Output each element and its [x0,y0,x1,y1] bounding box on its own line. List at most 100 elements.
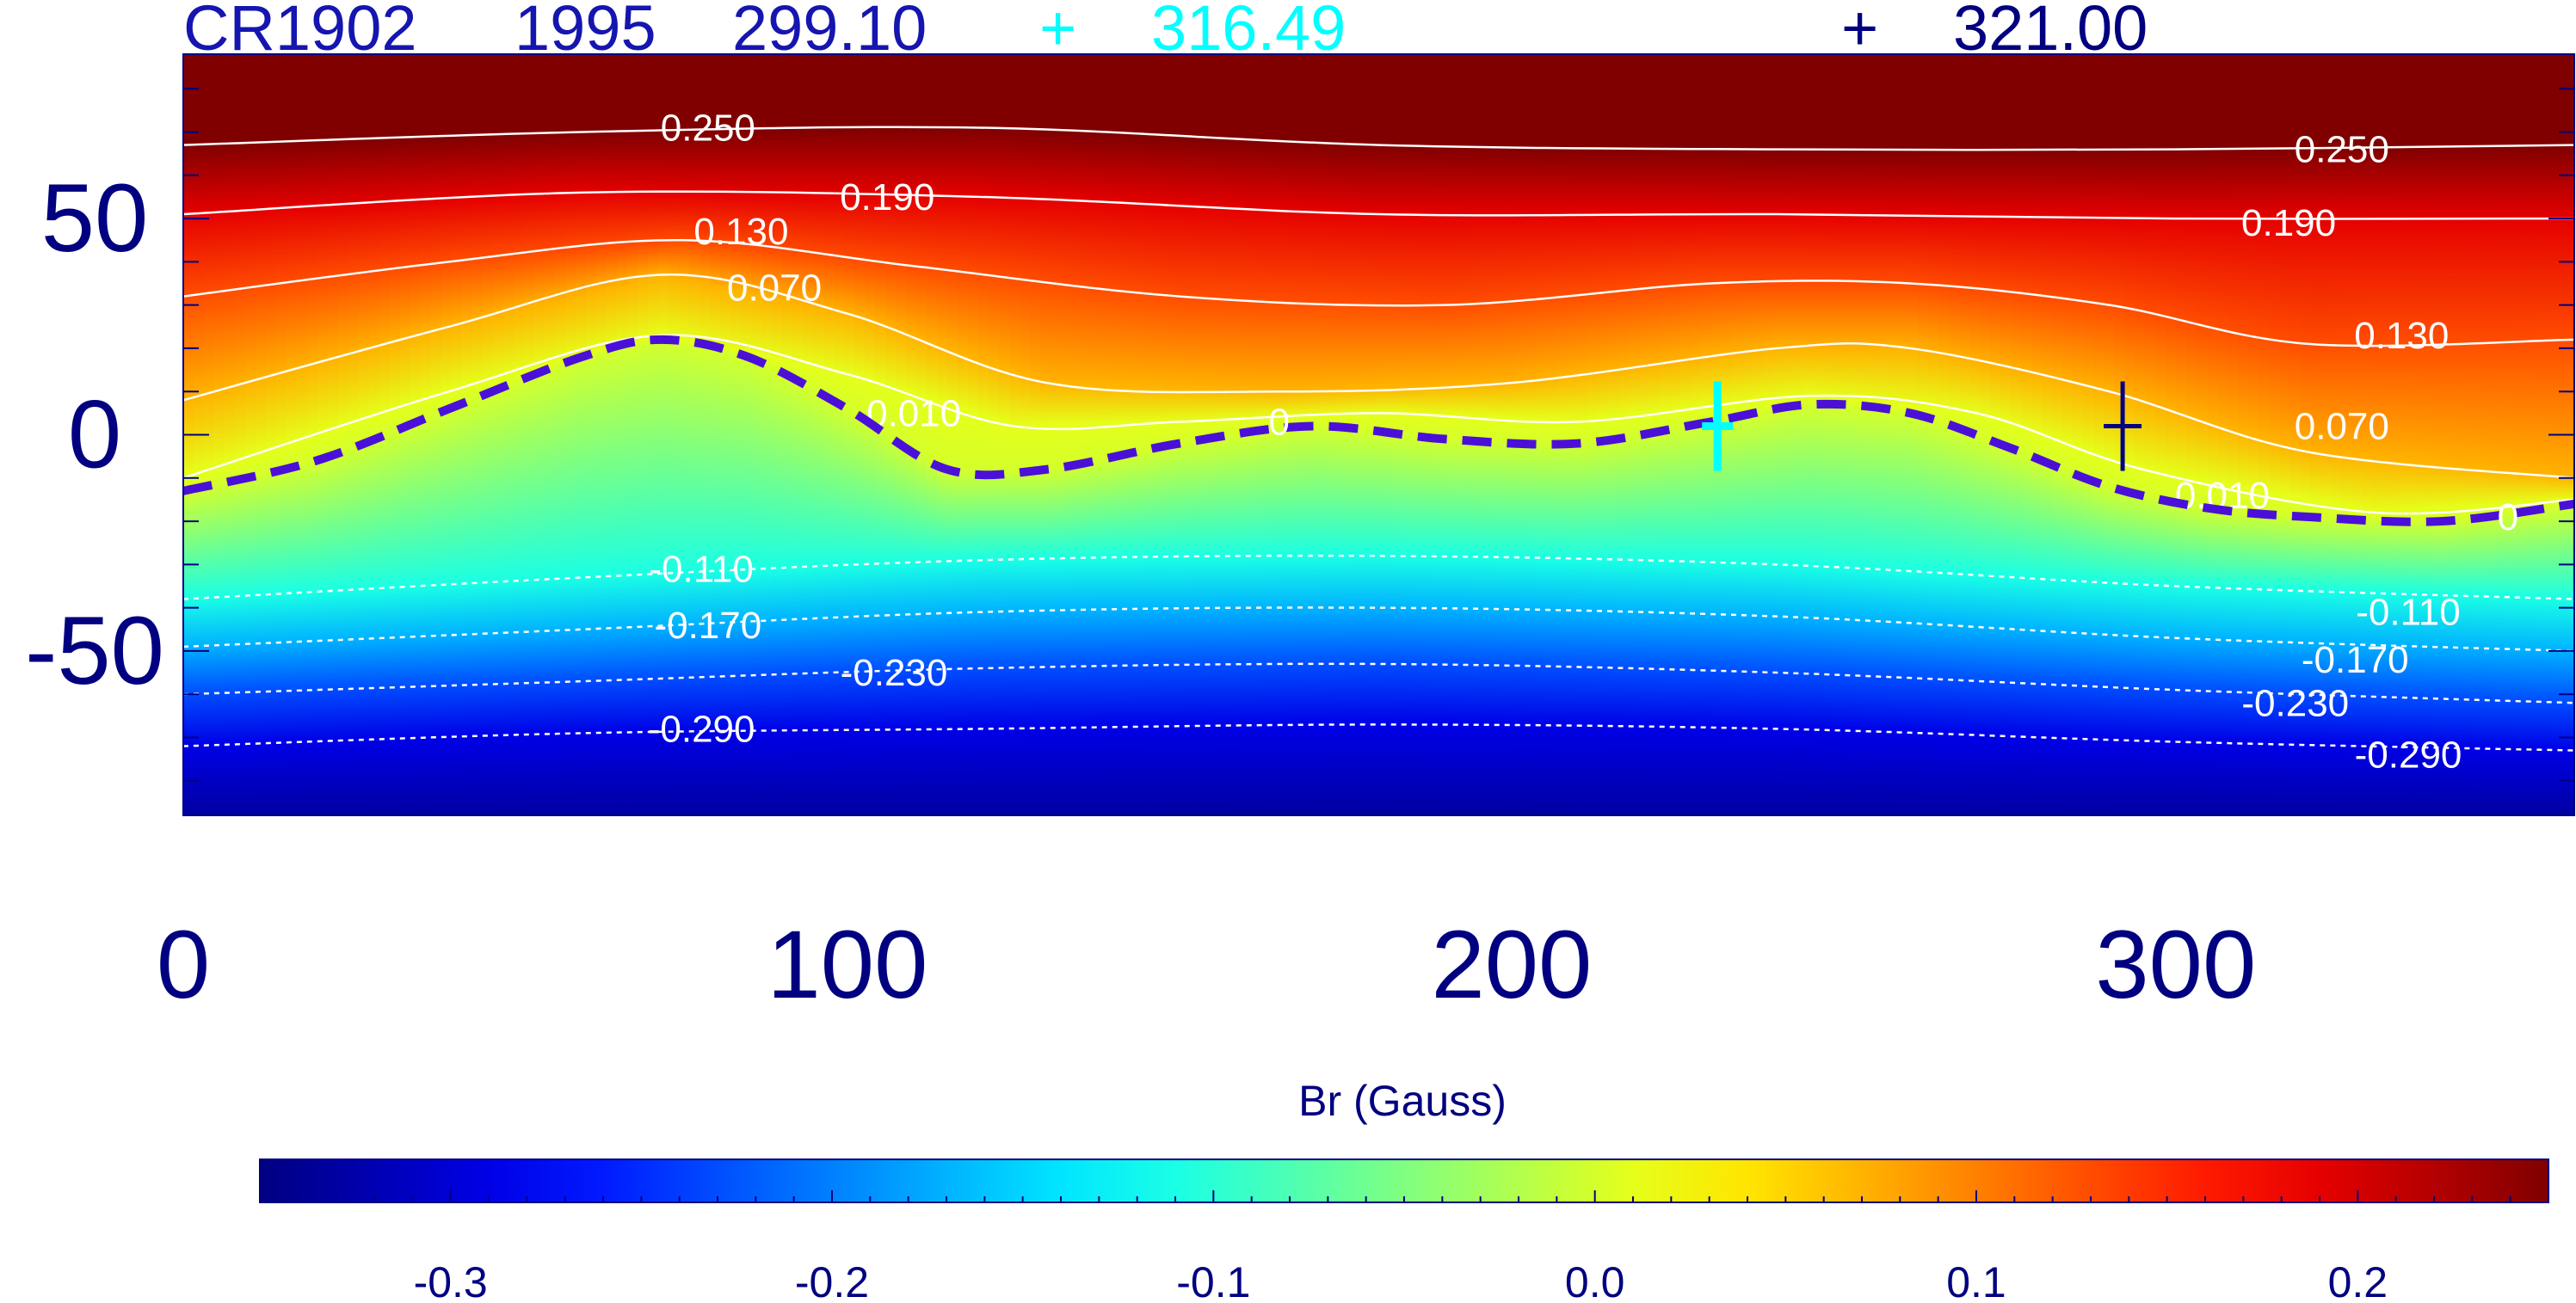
heatmap-column [1980,54,1991,815]
contour-label: -0.110 [649,548,754,590]
heatmap-column [2413,54,2425,815]
heatmap-column [390,54,401,815]
plot-area: 0.250 0.250 0.190 0.190 0.130 0.130 0.070 0.070… [183,54,2574,815]
heatmap-column [2455,54,2466,815]
heatmap-column [1587,54,1599,815]
heatmap-column [2382,54,2394,815]
heatmap-column [1525,54,1537,815]
heatmap-column [1515,54,1526,815]
heatmap-column [627,54,638,815]
heatmap-column [607,54,618,815]
heatmap-column [235,54,246,815]
heatmap-column [1020,54,1031,815]
header-cyan-longitude: 316.49 [1151,0,1346,64]
heatmap-column [1815,54,1826,815]
heatmap-column [204,54,215,815]
heatmap-column [865,54,876,815]
contour-label: -0.110 [2356,592,2461,634]
contour-line [183,126,2574,151]
heatmap-column [1154,54,1165,815]
heatmap-column [2527,54,2538,815]
contour-line [183,606,2574,653]
heatmap-column [1288,54,1299,815]
heatmap-column [1846,54,1857,815]
heatmap-column [2310,54,2321,815]
heatmap-column [958,54,969,815]
heatmap-column [2052,54,2063,815]
heatmap-column [1907,54,1919,815]
heatmap-column [1319,54,1330,815]
heatmap-column [1402,54,1413,815]
heatmap-column [317,54,329,815]
contour-line [183,554,2574,600]
heatmap-column [730,54,742,815]
heatmap-column [1309,54,1320,815]
axis-tick-labels: 50 0 -50 0 100 200 300 [25,164,2256,1018]
heatmap-column [2021,54,2032,815]
heatmap-column [792,54,804,815]
heatmap-column [2166,54,2177,815]
heatmap-column [1918,54,1929,815]
heatmap-column [472,54,484,815]
heatmap-column [2062,54,2074,815]
heatmap-column [2486,54,2497,815]
heatmap-column [2537,54,2548,815]
heatmap-column [503,54,515,815]
heatmap-column [256,54,267,815]
heatmap-column [1753,54,1764,815]
heatmap-column [896,54,907,815]
heatmap-column [1360,54,1371,815]
colorbar-tick-label: 0.0 [1565,1258,1625,1303]
header-navy-longitude: 321.00 [1953,0,2148,64]
heatmap-column [483,54,494,815]
heatmap-column [2372,54,2383,815]
heatmap-column [1443,54,1454,815]
heatmap-column [761,54,773,815]
contour-line [183,662,2574,704]
x-tick-label: 0 [157,911,210,1018]
heatmap-column [2434,54,2445,815]
contour-line [183,723,2574,752]
heatmap-column [2124,54,2135,815]
heatmap-column [1680,54,1692,815]
heatmap-column [1887,54,1898,815]
heatmap-column [2331,54,2342,815]
colorbar-title: Br (Gauss) [1298,1077,1507,1125]
heatmap-column [978,54,989,815]
heatmap-column [782,54,793,815]
heatmap-column [1412,54,1423,815]
heatmap-column [2496,54,2507,815]
heatmap-column [1804,54,1815,815]
heatmap-column [1298,54,1310,815]
heatmap-column [699,54,711,815]
heatmap-column [400,54,411,815]
heatmap-column [2093,54,2105,815]
neutral-line [183,335,2574,526]
neutral-line-label: 0 [1268,401,1289,443]
heatmap-column [2042,54,2053,815]
contour-label: 0.130 [2354,315,2449,357]
contour-label: 0.190 [2241,202,2336,244]
heatmap-column [2351,54,2363,815]
heatmap-column [379,54,391,815]
heatmap-column [2465,54,2476,815]
heatmap-column [2228,54,2239,815]
heatmap-column [906,54,917,815]
heatmap-column [2341,54,2352,815]
heatmap-column [1773,54,1784,815]
y-tick-label: -50 [25,597,164,704]
heatmap-column [225,54,236,815]
heatmap-column [1536,54,1547,815]
heatmap-column [2083,54,2094,815]
contour-label: 0.070 [727,267,822,310]
heatmap-column [1195,54,1206,815]
heatmap-column [916,54,927,815]
heatmap-column [2517,54,2528,815]
heatmap-column [1350,54,1361,815]
colorbar-tick-label: -0.3 [414,1258,488,1303]
header-rotation: CR1902 [183,0,417,64]
contour-label: 0.190 [840,176,934,218]
heatmap-column [1123,54,1134,815]
axis-ticks [183,88,2574,782]
heatmap-column [844,54,855,815]
